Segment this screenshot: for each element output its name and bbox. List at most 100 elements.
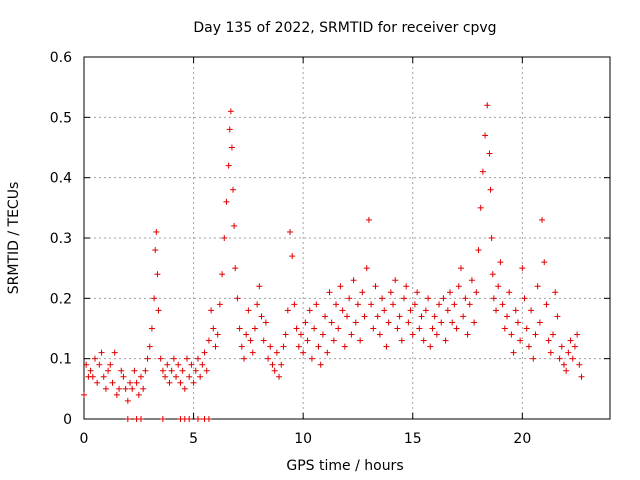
data-point	[479, 168, 486, 175]
data-point	[489, 271, 496, 278]
data-point	[280, 343, 287, 350]
data-point	[291, 301, 298, 308]
data-point	[519, 265, 526, 272]
y-axis-label: SRMTID / TECUs	[6, 182, 22, 295]
data-point	[258, 313, 265, 320]
data-point	[525, 343, 532, 350]
data-point	[427, 343, 434, 350]
data-point	[392, 277, 399, 284]
data-point	[523, 325, 530, 332]
y-tick-label: 0.6	[50, 50, 72, 66]
data-point	[269, 361, 276, 368]
data-point	[225, 162, 232, 169]
data-point	[394, 325, 401, 332]
data-point	[341, 343, 348, 350]
data-point	[153, 228, 160, 235]
data-point	[545, 337, 552, 344]
y-tick-label: 0.1	[50, 352, 72, 368]
x-tick-label: 0	[80, 431, 89, 447]
data-point	[111, 349, 118, 356]
data-point	[324, 349, 331, 356]
data-point	[186, 373, 193, 380]
data-point	[560, 361, 567, 368]
data-point	[240, 355, 247, 362]
data-point	[140, 385, 147, 392]
data-point	[534, 283, 541, 290]
data-point	[405, 319, 412, 326]
data-point	[131, 367, 138, 374]
data-point	[214, 331, 221, 338]
x-tick-label: 5	[189, 431, 198, 447]
data-point	[267, 343, 274, 350]
data-point	[245, 307, 252, 314]
data-point	[109, 379, 116, 386]
data-point	[293, 325, 300, 332]
data-point	[444, 307, 451, 314]
data-point	[501, 325, 508, 332]
data-point	[376, 331, 383, 338]
data-point	[409, 331, 416, 338]
data-point	[249, 349, 256, 356]
data-point	[146, 343, 153, 350]
data-point	[503, 313, 510, 320]
data-point	[232, 265, 239, 272]
data-point	[488, 235, 495, 241]
data-point	[490, 295, 497, 302]
data-point	[385, 319, 392, 326]
data-point	[576, 361, 583, 368]
data-point	[357, 337, 364, 344]
data-point	[350, 277, 357, 284]
data-point	[521, 295, 528, 302]
data-point	[179, 367, 186, 374]
data-point	[414, 289, 421, 296]
data-point	[226, 126, 233, 133]
data-point	[420, 337, 427, 344]
data-point	[166, 379, 173, 386]
data-point	[300, 349, 307, 356]
data-point	[155, 307, 162, 314]
data-point	[181, 385, 188, 392]
data-point	[254, 301, 261, 308]
data-point	[398, 337, 405, 344]
data-point	[497, 259, 504, 266]
data-point	[387, 289, 394, 296]
data-point	[129, 385, 136, 392]
data-point	[429, 325, 436, 332]
data-point	[197, 373, 204, 380]
data-point	[289, 253, 296, 260]
data-point	[431, 313, 438, 320]
y-tick-label: 0.4	[50, 171, 72, 187]
data-point	[177, 379, 184, 386]
data-point	[107, 361, 114, 368]
data-point	[223, 198, 230, 205]
data-points	[81, 102, 585, 422]
data-point	[449, 319, 456, 326]
data-point	[372, 283, 379, 290]
data-point	[227, 108, 234, 115]
data-point	[541, 259, 548, 266]
data-point	[152, 247, 159, 254]
grid-lines	[84, 57, 610, 419]
data-point	[212, 343, 219, 350]
data-point	[205, 337, 212, 344]
data-point	[157, 355, 164, 362]
data-point	[436, 301, 443, 308]
data-point	[168, 367, 175, 374]
data-point	[256, 283, 263, 290]
data-point	[151, 295, 158, 302]
y-tick-label: 0.3	[50, 231, 72, 247]
data-point	[567, 337, 574, 344]
data-point	[276, 373, 283, 380]
x-axis-label: GPS time / hours	[286, 458, 403, 474]
data-point	[528, 307, 535, 314]
data-point	[319, 331, 326, 338]
data-point	[451, 301, 458, 308]
data-point	[251, 325, 258, 332]
data-point	[87, 367, 94, 374]
data-point	[482, 132, 489, 139]
data-point	[287, 228, 294, 235]
data-point	[532, 331, 539, 338]
data-point	[188, 361, 195, 368]
data-point	[306, 307, 313, 314]
